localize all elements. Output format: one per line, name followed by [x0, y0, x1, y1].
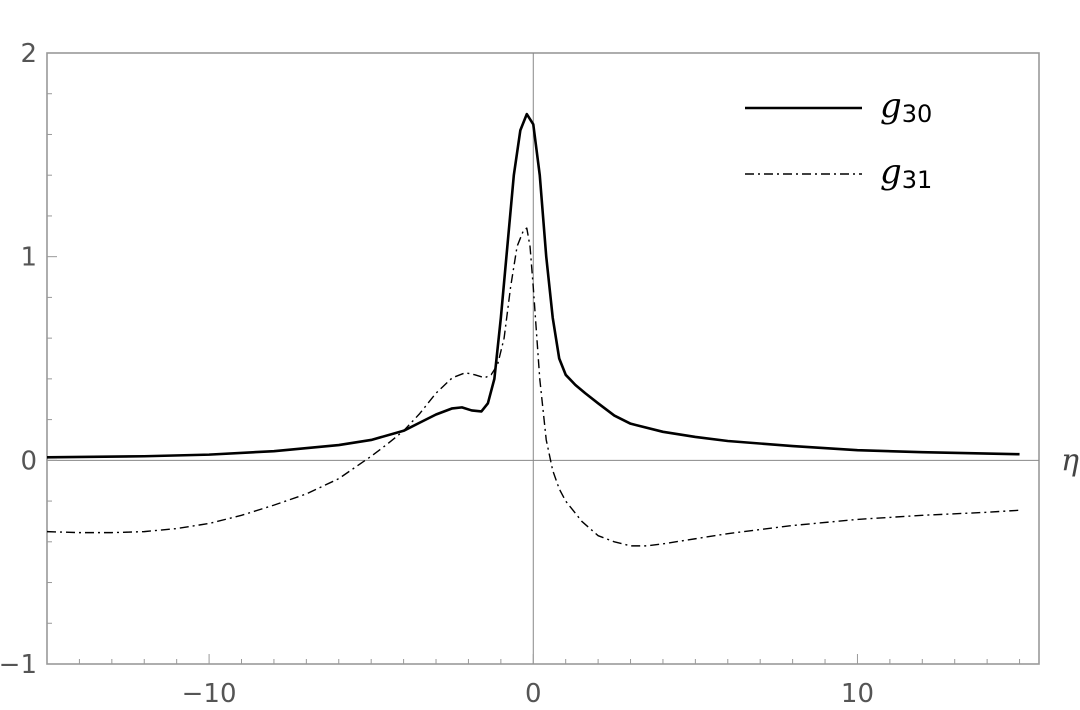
series-line-g30 — [46, 112, 1020, 459]
y-tick-label: −1 — [0, 650, 37, 680]
legend: g30 g31 — [745, 86, 932, 194]
x-axis-label: η — [1061, 443, 1079, 478]
legend-label-g30: g30 — [880, 86, 932, 128]
legend-label-g31: g31 — [880, 152, 932, 194]
y-tick-label: 0 — [20, 446, 37, 476]
x-tick-label: 10 — [841, 679, 874, 709]
y-tick-labels: −1 0 1 2 — [0, 39, 37, 680]
y-tick-label: 1 — [20, 243, 37, 273]
plot-frame — [46, 52, 1040, 665]
x-tick-label: 0 — [525, 679, 542, 709]
x-tick-label: −10 — [182, 679, 237, 709]
series-layer — [46, 112, 1020, 547]
tick-marks — [46, 52, 1021, 665]
y-tick-label: 2 — [20, 39, 37, 69]
series-line-g31 — [46, 227, 1020, 547]
zero-axes — [47, 53, 1039, 664]
x-tick-labels: −10 0 10 — [182, 679, 874, 709]
